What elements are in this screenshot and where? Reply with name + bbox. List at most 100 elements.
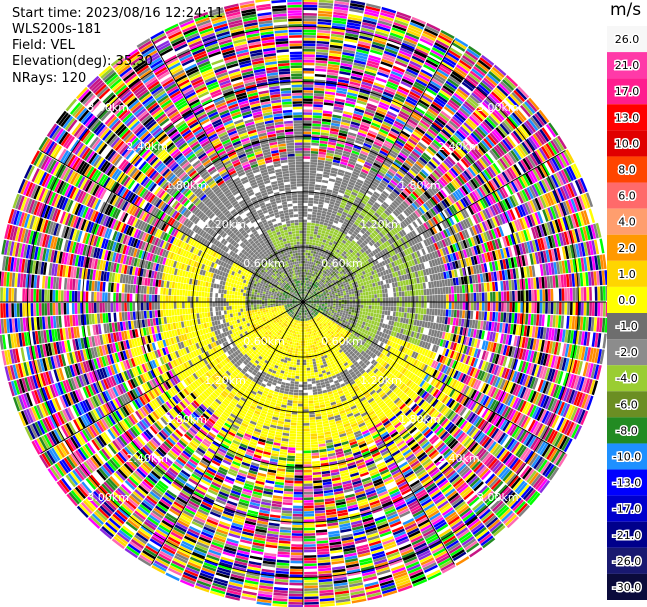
range-gate bbox=[325, 231, 330, 236]
range-gate bbox=[313, 203, 319, 207]
range-gate bbox=[318, 154, 326, 158]
range-gate bbox=[303, 68, 315, 71]
range-gate bbox=[494, 312, 499, 322]
range-gate bbox=[497, 312, 501, 322]
range-gate bbox=[311, 259, 315, 263]
range-gate bbox=[315, 223, 320, 227]
range-gate bbox=[411, 111, 423, 120]
range-gate bbox=[414, 283, 418, 290]
range-gate bbox=[303, 244, 306, 247]
range-gate bbox=[428, 54, 441, 63]
range-gate bbox=[358, 155, 367, 161]
range-gate bbox=[338, 296, 342, 299]
range-gate bbox=[338, 219, 344, 224]
range-gate bbox=[307, 211, 313, 215]
range-gate bbox=[338, 73, 351, 79]
range-gate bbox=[322, 118, 332, 123]
range-gate bbox=[336, 224, 342, 229]
range-gate bbox=[327, 244, 332, 248]
range-gate bbox=[381, 58, 394, 66]
range-gate bbox=[303, 101, 313, 104]
range-gate bbox=[358, 316, 362, 321]
range-gate bbox=[322, 177, 329, 181]
range-gate bbox=[357, 43, 371, 49]
range-gate bbox=[451, 294, 455, 302]
range-gate bbox=[315, 176, 323, 180]
range-gate bbox=[432, 295, 435, 302]
range-gate bbox=[315, 181, 322, 185]
range-gate bbox=[341, 199, 348, 204]
range-gate bbox=[356, 46, 370, 52]
range-gate bbox=[398, 50, 412, 58]
range-gate bbox=[363, 142, 372, 149]
range-gate bbox=[404, 307, 408, 313]
range-gate bbox=[403, 103, 414, 111]
range-gate bbox=[542, 289, 546, 301]
range-gate bbox=[344, 297, 347, 300]
range-gate bbox=[315, 51, 329, 56]
range-gate bbox=[340, 308, 344, 311]
range-gate bbox=[392, 98, 404, 106]
range-gate bbox=[303, 43, 316, 47]
range-gate bbox=[447, 49, 461, 59]
range-gate bbox=[303, 32, 316, 36]
range-gate bbox=[345, 97, 357, 103]
range-gate bbox=[359, 126, 369, 133]
range-gate bbox=[338, 132, 348, 137]
range-gate bbox=[312, 262, 316, 266]
range-gate bbox=[454, 37, 469, 48]
range-gate bbox=[346, 294, 350, 298]
range-gate bbox=[341, 297, 344, 300]
range-gate bbox=[323, 202, 329, 207]
range-gate bbox=[303, 76, 314, 80]
range-gate bbox=[334, 238, 339, 243]
range-gate bbox=[318, 258, 322, 262]
range-gate bbox=[389, 149, 399, 157]
range-gate bbox=[303, 40, 316, 44]
range-gate bbox=[324, 299, 328, 301]
range-gate bbox=[335, 148, 343, 153]
range-gate bbox=[346, 137, 356, 142]
range-gate bbox=[303, 255, 306, 258]
range-gate bbox=[367, 100, 379, 107]
range-gate bbox=[307, 222, 311, 226]
range-gate bbox=[312, 126, 321, 130]
range-gate bbox=[451, 42, 466, 52]
range-gate bbox=[439, 63, 452, 73]
range-gate bbox=[446, 51, 460, 62]
range-gate bbox=[437, 294, 441, 302]
range-gate bbox=[314, 84, 325, 89]
range-gate bbox=[363, 194, 370, 201]
range-gate bbox=[382, 56, 395, 63]
range-gate bbox=[476, 292, 480, 302]
range-gate bbox=[409, 135, 419, 144]
range-gate bbox=[558, 302, 562, 315]
range-gate bbox=[341, 223, 347, 228]
range-gate bbox=[419, 283, 424, 290]
range-gate bbox=[402, 39, 417, 48]
range-gate bbox=[360, 171, 368, 177]
range-gate bbox=[500, 281, 504, 291]
range-gate bbox=[368, 319, 372, 324]
range-gate bbox=[358, 38, 372, 44]
range-gate bbox=[330, 297, 333, 300]
range-gate bbox=[303, 225, 307, 228]
range-gate bbox=[306, 233, 310, 237]
range-gate bbox=[514, 290, 518, 302]
range-gate bbox=[344, 304, 347, 307]
range-gate bbox=[326, 226, 332, 230]
range-gate bbox=[487, 292, 491, 302]
range-gate bbox=[318, 273, 321, 277]
range-gate bbox=[335, 179, 342, 184]
range-gate bbox=[322, 269, 326, 273]
range-gate bbox=[310, 228, 315, 232]
range-gate bbox=[391, 27, 406, 35]
range-gate bbox=[380, 147, 390, 154]
range-gate bbox=[346, 304, 350, 307]
range-gate bbox=[309, 181, 316, 185]
range-gate bbox=[374, 294, 377, 298]
range-gate bbox=[556, 302, 559, 315]
range-gate bbox=[353, 168, 361, 174]
range-gate bbox=[303, 175, 310, 179]
range-gate bbox=[365, 68, 377, 74]
